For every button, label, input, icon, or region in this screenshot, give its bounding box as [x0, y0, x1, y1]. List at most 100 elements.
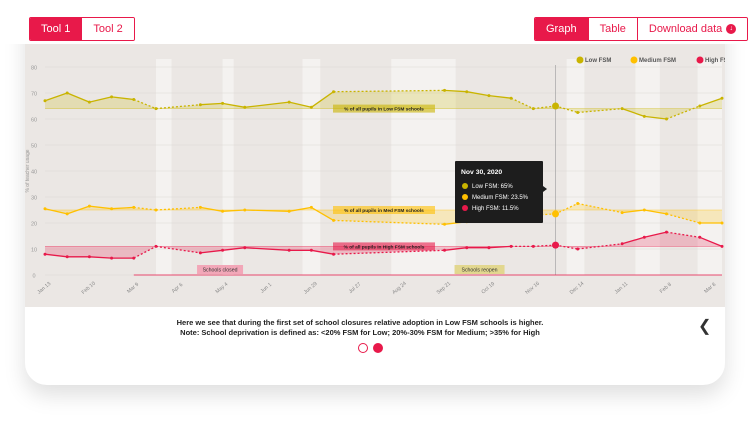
- data-point: [110, 256, 114, 260]
- series-segment: [200, 102, 223, 106]
- band-label-bg: [333, 206, 435, 214]
- series-segment: [200, 206, 223, 212]
- tooltip-box: [455, 161, 543, 223]
- series-segment: [622, 209, 645, 214]
- band-label: % of all pupils in Med FSM schools: [344, 208, 424, 214]
- series-segment: [488, 94, 512, 99]
- download-data-button[interactable]: Download data ↓: [636, 18, 748, 40]
- chart-caption: Here we see that during the first set of…: [150, 318, 570, 338]
- y-tick-label: 70: [31, 92, 37, 98]
- data-point: [642, 208, 646, 212]
- series-segment: [155, 206, 201, 211]
- series-segment: [111, 96, 134, 101]
- data-point: [309, 248, 313, 252]
- period-stripe-3: [391, 59, 456, 275]
- y-tick-label: 20: [31, 222, 37, 228]
- table-button[interactable]: Table: [587, 18, 637, 40]
- series-segment: [244, 209, 290, 212]
- data-point: [642, 235, 646, 239]
- toolbar: Tool 1 Tool 2 Graph Table Download data ↓: [0, 0, 750, 44]
- series-segment: [155, 104, 201, 110]
- legend-label: High FSM: [705, 58, 725, 64]
- page-dot-1[interactable]: [358, 343, 368, 353]
- data-point: [720, 221, 724, 225]
- data-point: [443, 88, 447, 92]
- series-segment: [89, 96, 112, 103]
- data-point: [576, 202, 580, 205]
- graph-button[interactable]: Graph: [535, 18, 588, 40]
- data-point: [110, 207, 114, 211]
- series-segment: [466, 91, 490, 97]
- band-label-bg: [333, 104, 435, 113]
- x-tick-label: Feb 8: [659, 282, 673, 295]
- legend-marker: [696, 56, 704, 64]
- data-point: [132, 205, 136, 209]
- y-tick-label: 30: [31, 196, 37, 202]
- data-point: [332, 252, 336, 256]
- series-segment: [89, 205, 112, 210]
- data-point: [698, 235, 702, 239]
- series-segment: [200, 249, 223, 254]
- series-segment: [444, 247, 467, 251]
- tool1-button[interactable]: Tool 1: [30, 18, 82, 40]
- tool2-button[interactable]: Tool 2: [81, 18, 134, 40]
- data-point: [154, 107, 158, 111]
- series-segment: [244, 101, 290, 108]
- annotation-label: Schools reopen: [461, 267, 497, 273]
- series-segment: [621, 236, 645, 245]
- view-selector: Graph Table Download data ↓: [534, 17, 749, 41]
- period-stripe-1: [222, 59, 234, 275]
- data-point: [620, 211, 624, 215]
- legend-marker: [630, 56, 638, 64]
- series-segment: [289, 206, 312, 212]
- data-point: [552, 102, 560, 110]
- data-point: [43, 99, 47, 103]
- data-point: [720, 96, 724, 100]
- tooltip-row: Low FSM: 65%: [472, 184, 513, 190]
- line-chart: 0 10 20 30 40 50 60 70 80 % of teacher usage % of …: [25, 56, 733, 296]
- data-point: [576, 111, 580, 114]
- x-tick-label: Sep 21: [436, 281, 453, 296]
- series-segment: [310, 91, 334, 108]
- data-point: [87, 255, 91, 259]
- data-point: [309, 105, 313, 109]
- x-tick-label: Jun 1: [260, 282, 274, 295]
- series-segment: [66, 92, 90, 103]
- series-segment: [66, 205, 90, 215]
- tool-selector: Tool 1 Tool 2: [29, 17, 135, 41]
- data-point: [531, 107, 535, 111]
- data-point: [154, 208, 158, 212]
- data-point: [154, 244, 158, 248]
- y-tick-label: 50: [31, 144, 37, 150]
- data-point: [552, 210, 560, 218]
- band-label: % of all pupils in High FSM schools: [344, 244, 425, 250]
- chevron-left-icon[interactable]: ❮: [698, 318, 712, 335]
- series-segment: [44, 208, 68, 215]
- data-point: [642, 114, 646, 118]
- series-segment: [666, 213, 700, 224]
- series-segment: [510, 97, 534, 110]
- series-segment: [311, 206, 334, 221]
- tooltip-row: Medium FSM: 23.5%: [472, 195, 529, 201]
- y-tick-label: 0: [32, 274, 35, 280]
- series-segment: [111, 206, 134, 210]
- series-segment: [577, 243, 623, 250]
- pagination-dots: [358, 343, 383, 353]
- data-point: [720, 244, 724, 248]
- data-point: [221, 101, 225, 105]
- tooltip-marker: [462, 205, 468, 211]
- data-point: [65, 91, 69, 95]
- series-segment: [44, 253, 68, 258]
- series-segment: [444, 89, 467, 93]
- x-tick-label: Jul 27: [348, 281, 363, 295]
- data-point: [287, 209, 291, 213]
- series-segment: [666, 231, 700, 238]
- x-tick-label: Feb 10: [81, 281, 97, 296]
- series-segment: [289, 101, 312, 108]
- series-segment: [577, 202, 623, 214]
- page-dot-2[interactable]: [373, 343, 383, 353]
- data-point: [132, 256, 136, 260]
- series-segment: [133, 245, 157, 259]
- data-point: [198, 103, 202, 107]
- data-point: [87, 204, 91, 208]
